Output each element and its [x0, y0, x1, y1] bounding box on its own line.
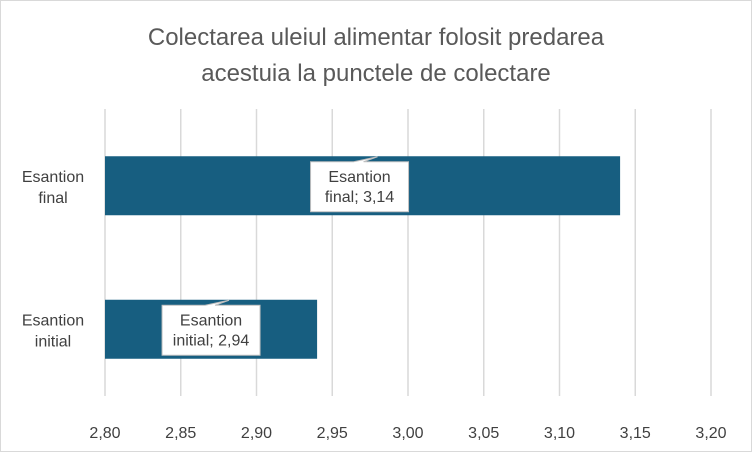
chart-title-line-2: acestuia la punctele de colectare	[201, 60, 551, 87]
x-tick-label: 2,90	[241, 425, 272, 442]
data-label-text: final; 3,14	[325, 189, 394, 206]
x-tick-label: 3,10	[544, 425, 575, 442]
chart-title: Colectarea uleiul alimentar folosit pred…	[148, 24, 605, 87]
x-tick-label: 2,80	[89, 425, 120, 442]
data-label: Esantion initial; 2,94	[161, 299, 261, 356]
x-tick-label: 2,95	[317, 425, 348, 442]
data-labels: Esantion final; 3,14 Esantion initial; 2,94	[161, 156, 410, 356]
category-label: final	[38, 190, 67, 207]
data-label: Esantion final; 3,14	[310, 156, 410, 213]
value-axis-tick-labels: 2,80 2,85 2,90 2,95 3,00 3,05 3,10 3,15 3,20	[89, 425, 726, 442]
category-axis-labels: Esantion final Esantion initial	[22, 169, 84, 351]
x-tick-label: 3,05	[468, 425, 499, 442]
data-label-box	[310, 156, 410, 213]
data-label-box	[161, 299, 261, 356]
x-tick-label: 2,85	[165, 425, 196, 442]
category-label: Esantion	[22, 169, 84, 186]
data-label-text: Esantion	[180, 312, 242, 329]
x-tick-label: 3,00	[392, 425, 423, 442]
category-label: Esantion	[22, 312, 84, 329]
data-label-text: Esantion	[328, 169, 390, 186]
chart-title-line-1: Colectarea uleiul alimentar folosit pred…	[148, 24, 605, 51]
x-tick-label: 3,15	[620, 425, 651, 442]
x-tick-label: 3,20	[695, 425, 726, 442]
category-label: initial	[35, 333, 71, 350]
data-label-text: initial; 2,94	[173, 332, 250, 349]
